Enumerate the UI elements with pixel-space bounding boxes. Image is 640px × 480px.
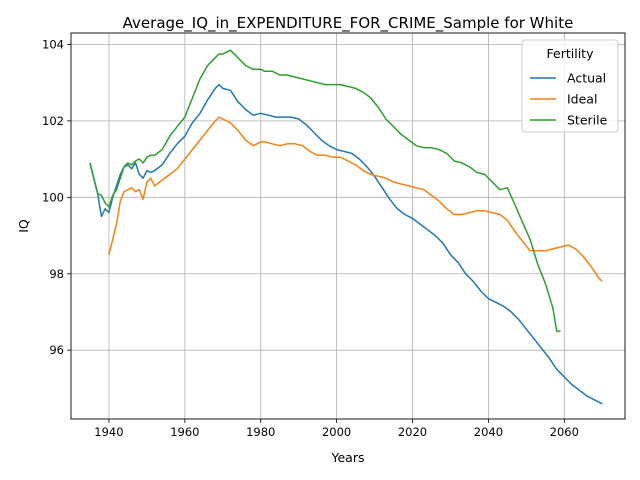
y-tick-label: 96 (49, 343, 64, 357)
x-tick-label: 2040 (474, 425, 503, 439)
legend-title: Fertility (547, 46, 595, 61)
y-tick-label: 102 (42, 114, 64, 128)
series-line-actual (89, 83, 603, 405)
series-lines (89, 49, 603, 405)
x-tick-label: 1980 (246, 425, 275, 439)
x-tick-label: 2000 (322, 425, 351, 439)
series-line-sterile (89, 49, 561, 332)
legend-label-ideal: Ideal (567, 92, 597, 107)
y-tick-label: 104 (42, 37, 64, 51)
legend-label-actual: Actual (567, 71, 606, 86)
x-tick-label: 1960 (170, 425, 199, 439)
plot-area-frame (70, 32, 626, 420)
axis-ticks: 1940 1960 1980 2000 2020 2040 2060 96 98 100 102 10… (42, 37, 579, 439)
y-axis-label: IQ (16, 219, 31, 233)
x-axis-label: Years (331, 450, 365, 465)
legend-entries: Actual Ideal Sterile (530, 71, 608, 128)
legend-label-sterile: Sterile (567, 113, 608, 128)
x-tick-label: 2020 (398, 425, 427, 439)
legend: Fertility Actual Ideal Sterile (521, 39, 619, 133)
y-tick-label: 98 (49, 267, 64, 281)
series-line-ideal (108, 116, 603, 282)
chart-title: Average_IQ_in_EXPENDITURE_FOR_CRIME_Samp… (123, 14, 574, 33)
x-tick-label: 2060 (550, 425, 579, 439)
legend-box (521, 39, 619, 133)
x-tick-label: 1940 (94, 425, 123, 439)
y-tick-label: 100 (42, 190, 64, 204)
